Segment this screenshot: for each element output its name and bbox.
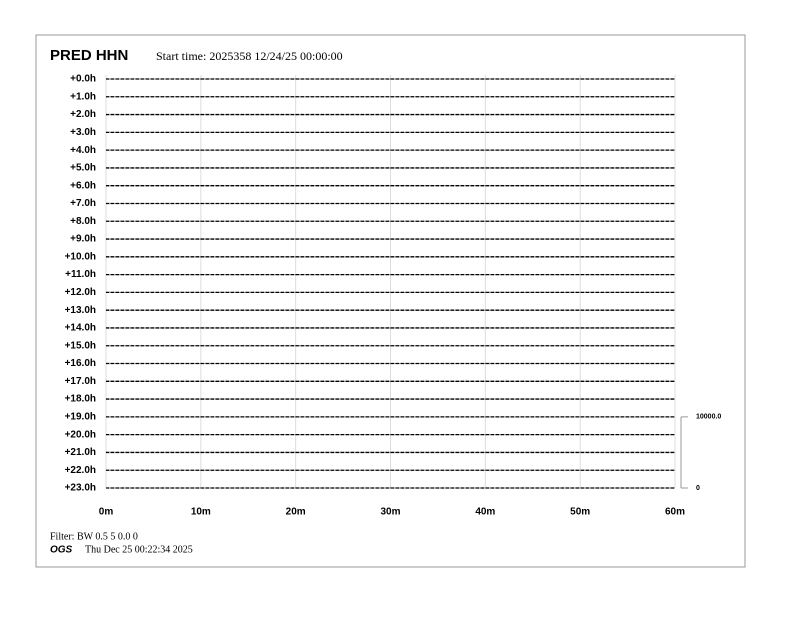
row-label: +17.0h xyxy=(65,376,96,387)
filter-note: Filter: BW 0.5 5 0.0 0 xyxy=(50,531,138,542)
row-label: +21.0h xyxy=(65,447,96,458)
row-label: +19.0h xyxy=(65,412,96,423)
timestamp: Thu Dec 25 00:22:34 2025 xyxy=(85,544,193,555)
row-label: +5.0h xyxy=(70,163,96,174)
x-tick-label: 40m xyxy=(475,507,495,518)
org-label: OGS xyxy=(50,545,73,556)
row-label: +15.0h xyxy=(65,340,96,351)
row-label: +7.0h xyxy=(70,198,96,209)
row-label: +8.0h xyxy=(70,216,96,227)
row-label: +2.0h xyxy=(70,109,96,120)
row-label: +3.0h xyxy=(70,127,96,138)
y2-tick-label: 0 xyxy=(696,485,700,492)
x-tick-label: 30m xyxy=(380,507,400,518)
row-label: +14.0h xyxy=(65,323,96,334)
chart-title: PRED HHN xyxy=(50,47,128,64)
row-label: +16.0h xyxy=(65,358,96,369)
x-tick-label: 50m xyxy=(570,507,590,518)
row-label: +13.0h xyxy=(65,305,96,316)
row-label: +11.0h xyxy=(65,269,96,280)
x-tick-label: 10m xyxy=(191,507,211,518)
x-tick-label: 20m xyxy=(286,507,306,518)
row-label: +12.0h xyxy=(65,287,96,298)
y2-tick-label: 10000.0 xyxy=(696,414,721,421)
frame xyxy=(35,34,746,568)
row-label: +4.0h xyxy=(70,145,96,156)
row-label: +18.0h xyxy=(65,394,96,405)
x-tick-label: 60m xyxy=(665,507,685,518)
row-label: +10.0h xyxy=(65,251,96,262)
row-label: +6.0h xyxy=(70,180,96,191)
row-label: +23.0h xyxy=(65,483,96,494)
row-label: +1.0h xyxy=(70,91,96,102)
row-label: +20.0h xyxy=(65,429,96,440)
row-label: +0.0h xyxy=(70,74,96,85)
chart-subtitle: Start time: 2025358 12/24/25 00:00:00 xyxy=(156,49,343,63)
x-tick-label: 0m xyxy=(99,507,114,518)
row-label: +22.0h xyxy=(65,465,96,476)
row-label: +9.0h xyxy=(70,234,96,245)
